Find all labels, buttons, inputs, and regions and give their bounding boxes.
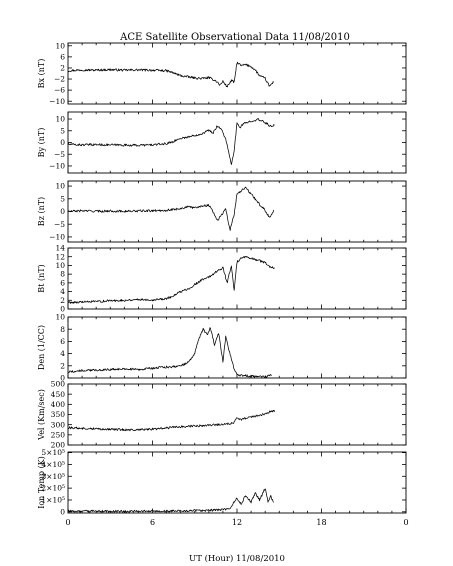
y-tick-label: 10 <box>55 261 65 270</box>
panel-frame <box>67 383 407 446</box>
figure-title: ACE Satellite Observational Data 11/08/2… <box>119 32 350 43</box>
y-tick-label: 250 <box>51 430 66 439</box>
y-tick-label: 1×10⁵ <box>41 496 65 505</box>
y-tick-label: 4 <box>60 287 65 296</box>
y-tick-label: 400 <box>51 400 66 409</box>
y-tick-label: 0 <box>60 374 65 383</box>
y-tick-label: 14 <box>55 244 65 253</box>
y-tick-label: 6 <box>60 337 65 346</box>
y-tick-label: 8 <box>60 270 65 279</box>
series-trace <box>67 327 273 379</box>
y-tick-label: 2 <box>60 64 65 73</box>
series-trace <box>67 186 274 231</box>
y-tick-label: 500 <box>51 380 66 389</box>
y-axis-label: By (nT) <box>37 128 46 158</box>
y-tick-label: 6 <box>60 52 65 61</box>
panel-frame <box>67 111 407 174</box>
x-axis-tick-labels: 0 6 12 18 0 <box>65 518 408 527</box>
y-tick-label: 2 <box>60 361 65 370</box>
series-trace <box>67 256 275 304</box>
y-tick-label: 6 <box>60 278 65 287</box>
y-tick-label: −6 <box>54 86 65 95</box>
y-tick-label: 300 <box>51 420 66 429</box>
y-tick-label: 0 <box>60 305 65 314</box>
y-tick-label: 4×10⁵ <box>41 460 65 469</box>
y-tick-label: 10 <box>55 313 65 322</box>
y-axis-label: Bx (nT) <box>37 59 46 89</box>
y-tick-label: 5×10⁵ <box>41 448 65 457</box>
x-tick-label: 6 <box>150 518 155 527</box>
y-tick-label: 10 <box>55 182 65 191</box>
panel-3: −10 −5 0 5 10 Bz (nT) <box>37 180 407 243</box>
y-axis-label: Ion Temp (K) <box>37 456 46 509</box>
panel-2: −10 −5 0 5 10 By (nT) <box>37 111 407 174</box>
y-tick-label: 450 <box>51 390 66 399</box>
y-tick-label: 5 <box>60 126 65 135</box>
y-axis-label: Den (1/CC) <box>37 325 46 370</box>
x-tick-label: 18 <box>316 518 326 527</box>
panel-frame <box>67 42 407 105</box>
y-axis-label: Bt (nT) <box>37 264 46 292</box>
y-tick-label: 200 <box>51 441 66 450</box>
y-tick-label: 12 <box>55 252 65 261</box>
y-tick-label: 350 <box>51 410 66 419</box>
x-tick-label: 0 <box>65 518 70 527</box>
y-axis-label: Bz (nT) <box>37 197 46 226</box>
y-axis-label: Vel (Km/sec) <box>37 389 46 441</box>
y-tick-label: 0 <box>60 207 65 216</box>
panel-frame <box>67 247 407 310</box>
y-tick-label: 3×10⁵ <box>41 472 65 481</box>
x-tick-label: 0 <box>403 518 408 527</box>
panel-5: 0 2 4 6 8 10 Den (1/CC) <box>37 313 407 383</box>
series-trace <box>67 409 276 432</box>
y-tick-label: 0 <box>60 138 65 147</box>
y-tick-label: −10 <box>49 97 65 106</box>
y-tick-label: 0 <box>60 507 65 516</box>
y-tick-label: −2 <box>54 75 65 84</box>
y-tick-label: −10 <box>49 233 65 242</box>
series-trace <box>67 118 275 165</box>
y-tick-label: 10 <box>55 115 65 124</box>
y-tick-label: 8 <box>60 325 65 334</box>
y-tick-label: −5 <box>54 220 65 229</box>
x-axis-label: UT (Hour) 11/08/2010 <box>189 553 285 564</box>
panel-1: −10 −6 −2 2 6 10 Bx (nT) <box>37 41 407 106</box>
x-tick-label: 12 <box>232 518 242 527</box>
y-tick-label: 2×10⁵ <box>41 484 65 493</box>
series-trace <box>67 488 274 513</box>
y-tick-label: 5 <box>60 194 65 203</box>
panel-frame <box>67 451 407 514</box>
y-tick-label: 2 <box>60 296 65 305</box>
y-tick-label: −5 <box>54 150 65 159</box>
y-tick-label: 4 <box>60 349 65 358</box>
series-trace <box>67 61 274 88</box>
y-tick-label: −10 <box>49 162 65 171</box>
y-tick-label: 10 <box>55 41 65 50</box>
